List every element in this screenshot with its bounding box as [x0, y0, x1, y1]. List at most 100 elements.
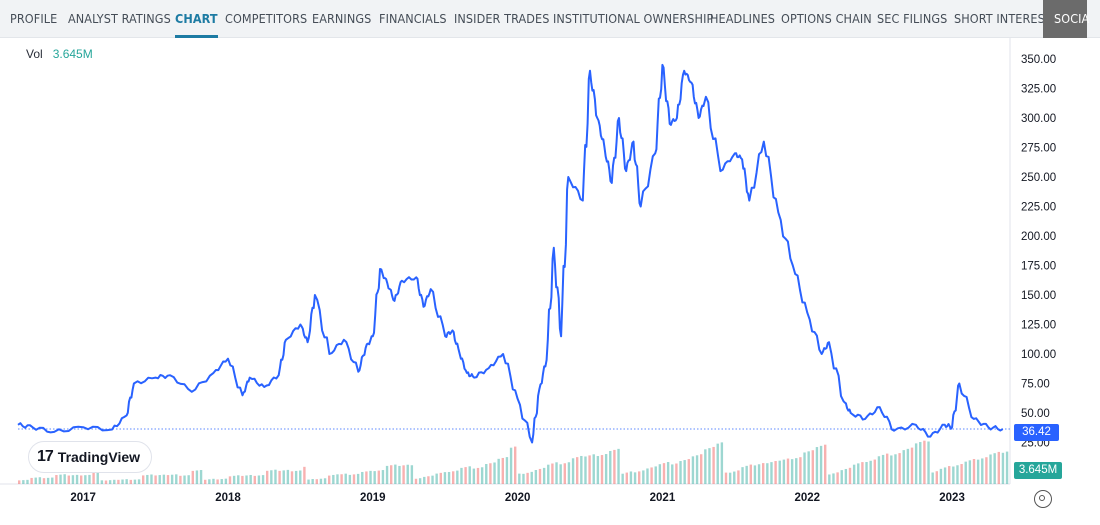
- volume-bar: [902, 450, 905, 484]
- volume-bar: [559, 464, 562, 484]
- volume-bar: [952, 466, 955, 484]
- volume-bar: [443, 472, 447, 484]
- volume-bar: [394, 464, 397, 484]
- volume-bar: [914, 443, 918, 484]
- volume-bar: [34, 477, 37, 484]
- volume-bar: [315, 479, 318, 484]
- volume-bar: [464, 467, 467, 484]
- tab-analyst-ratings[interactable]: ANALYST RATINGS: [68, 11, 171, 26]
- price-chart[interactable]: 25.0050.0075.00100.00125.00150.00175.002…: [0, 38, 1100, 520]
- volume-bar: [406, 464, 409, 484]
- volume-bar: [832, 473, 835, 484]
- tab-headlines[interactable]: HEADLINES: [710, 11, 776, 26]
- tab-sec-filings[interactable]: SEC FILINGS: [877, 11, 948, 26]
- y-tick-label: 350.00: [1021, 54, 1056, 66]
- volume-bar: [257, 475, 261, 484]
- volume-bar: [282, 470, 285, 484]
- volume-bar: [728, 472, 732, 484]
- price-series-line: [17, 63, 1004, 444]
- volume-bar: [187, 475, 190, 484]
- volume-bar: [390, 465, 393, 484]
- volume-bar: [113, 479, 116, 484]
- tab-scroll-overflow[interactable]: SOCIA: [1043, 0, 1090, 38]
- volume-bar: [96, 469, 99, 484]
- volume-bar: [638, 471, 641, 484]
- y-tick-label: 325.00: [1021, 84, 1056, 96]
- volume-bar: [373, 471, 376, 484]
- volume-bar: [88, 474, 91, 484]
- volume-bar: [286, 469, 290, 484]
- volume-bar: [456, 470, 459, 484]
- tab-options-chain[interactable]: OPTIONS CHAIN: [781, 11, 872, 26]
- volume-bar: [100, 480, 104, 484]
- volume-bar: [336, 474, 339, 484]
- tab-insider-trades[interactable]: INSIDER TRADES: [454, 11, 550, 26]
- volume-bar: [67, 475, 70, 484]
- volume-bar: [811, 450, 814, 484]
- y-tick-label: 300.00: [1021, 113, 1056, 125]
- volume-bar: [38, 477, 42, 484]
- volume-bar: [307, 479, 310, 484]
- x-tick-label: 2020: [505, 492, 531, 504]
- volume-bar: [509, 447, 513, 484]
- volume-bar: [819, 445, 823, 484]
- tab-profile[interactable]: PROFILE: [10, 11, 58, 26]
- y-tick-label: 200.00: [1021, 231, 1056, 243]
- tab-chart[interactable]: CHART: [175, 0, 218, 38]
- volume-bar: [712, 446, 715, 484]
- volume-bar: [939, 468, 943, 484]
- volume-bar: [46, 477, 50, 484]
- volume-bar: [460, 467, 463, 484]
- tab-earnings[interactable]: EARNINGS: [312, 11, 372, 26]
- volume-bar: [402, 465, 405, 484]
- volume-bar: [71, 475, 75, 484]
- volume-bar: [332, 474, 335, 484]
- tab-socia[interactable]: SOCIA: [1054, 11, 1090, 26]
- volume-bar: [170, 474, 174, 484]
- tab-financials[interactable]: FINANCIALS: [379, 11, 447, 26]
- volume-bar: [42, 478, 46, 484]
- volume-bar: [121, 479, 124, 484]
- volume-bar: [55, 475, 58, 484]
- volume-bar: [278, 470, 281, 484]
- volume-bar: [567, 462, 571, 484]
- volume-bar: [679, 461, 682, 484]
- volume-bar: [216, 479, 219, 484]
- volume-bar: [968, 460, 972, 484]
- volume-bar: [129, 479, 132, 484]
- volume-bar: [873, 459, 876, 484]
- chart-settings-icon[interactable]: [1034, 490, 1052, 508]
- volume-bar: [63, 474, 66, 484]
- volume-bar: [844, 468, 848, 484]
- tradingview-logo[interactable]: 17 TradingView: [28, 441, 152, 473]
- volume-bar: [224, 478, 228, 484]
- volume-bar: [369, 470, 372, 484]
- tab-short-interest[interactable]: SHORT INTEREST: [954, 11, 1052, 26]
- volume-bar: [204, 479, 207, 484]
- chart-area[interactable]: 25.00 50.00 75.00 100.00 125.00 150.00 175.00 2…: [0, 38, 1100, 520]
- volume-bar: [92, 470, 95, 484]
- volume-bar: [493, 462, 496, 484]
- volume-bar: [803, 452, 806, 484]
- volume-bar: [75, 474, 79, 484]
- volume-bar: [80, 475, 83, 484]
- volume-bar: [985, 457, 988, 484]
- volume-bar: [720, 442, 724, 484]
- volume-bar: [522, 473, 525, 484]
- volume-bar: [241, 475, 244, 484]
- volume-bar: [604, 454, 608, 484]
- tab-institutional-ownership[interactable]: INSTITUTIONAL OWNERSHIP: [553, 11, 714, 26]
- volume-bar: [960, 464, 963, 484]
- volume-bar: [1005, 451, 1009, 484]
- volume-bar: [782, 459, 786, 484]
- volume-bar: [489, 463, 492, 484]
- volume-bar: [592, 454, 595, 484]
- volume-bar: [766, 463, 769, 484]
- volume-bar: [447, 471, 451, 484]
- tab-competitors[interactable]: COMPETITORS: [225, 11, 308, 26]
- y-tick-label: 175.00: [1021, 261, 1056, 273]
- volume-bar: [675, 463, 678, 484]
- volume-bar: [716, 443, 719, 484]
- last-volume-badge: 3.645M: [1014, 462, 1062, 479]
- volume-bar: [228, 476, 232, 484]
